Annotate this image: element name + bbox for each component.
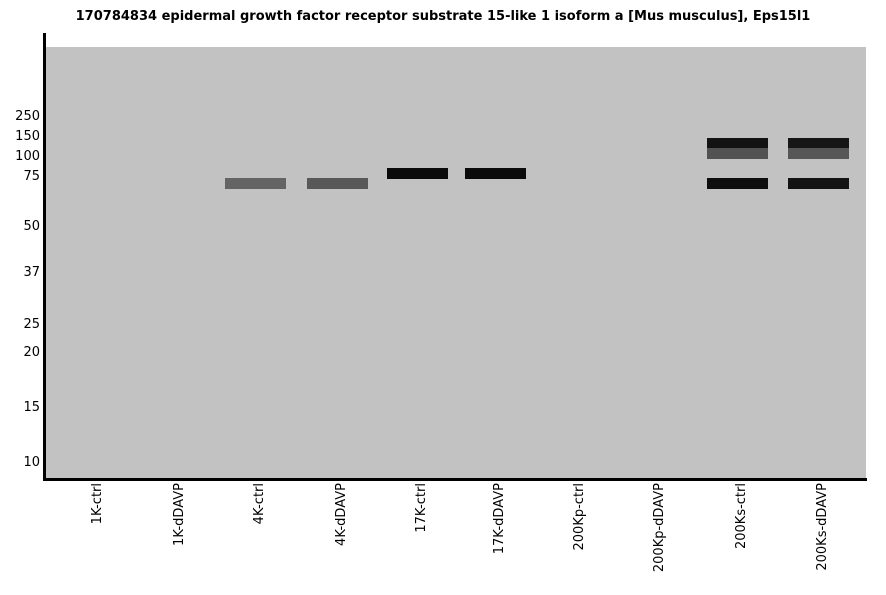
blot-band [788,138,849,149]
x-lane-label: 200Ks-dDAVP [815,483,830,571]
x-lane-label: 1K-ctrl [90,483,105,525]
blot-band [707,178,768,189]
x-lane-label: 4K-dDAVP [334,483,349,546]
y-tick-label: 10 [23,455,40,470]
y-tick-label: 75 [23,169,40,184]
x-lane-label: 200Kp-dDAVP [652,483,667,573]
blot-band [788,178,849,189]
x-lane-label: 4K-ctrl [252,483,267,525]
y-tick-label: 250 [15,109,40,124]
y-tick-label: 100 [15,149,40,164]
blot-plot-area [46,47,866,478]
y-tick-label: 15 [23,400,40,415]
blot-band [465,168,526,179]
y-axis-line [43,33,46,481]
y-tick-label: 25 [23,317,40,332]
blot-band [707,148,768,159]
blot-band [707,138,768,149]
y-tick-label: 50 [23,219,40,234]
blot-band [225,178,286,189]
x-lane-label: 200Ks-ctrl [734,483,749,550]
x-axis-line [43,478,867,481]
x-lane-label: 200Kp-ctrl [572,483,587,551]
y-tick-label: 150 [15,129,40,144]
blot-band [788,148,849,159]
figure-title: 170784834 epidermal growth factor recept… [75,9,811,24]
blot-band [307,178,368,189]
y-tick-label: 20 [23,345,40,360]
x-lane-label: 1K-dDAVP [172,483,187,546]
blot-band [387,168,448,179]
x-lane-label: 17K-dDAVP [492,483,507,555]
x-lane-label: 17K-ctrl [414,483,429,533]
y-tick-label: 37 [23,265,40,280]
